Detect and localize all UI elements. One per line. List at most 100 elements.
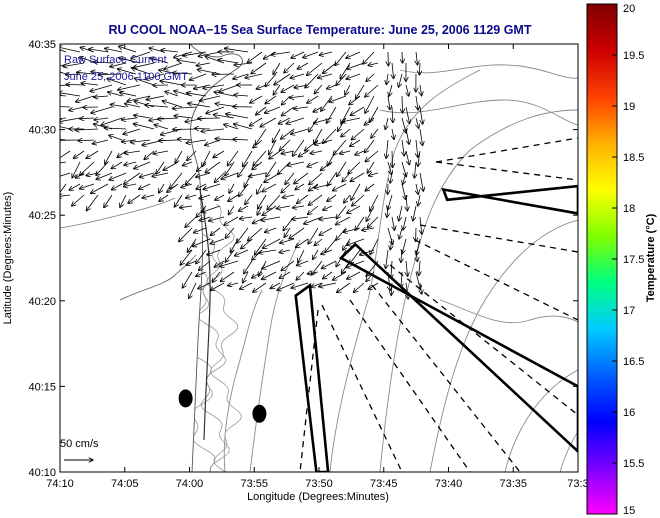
- current-vector: [399, 73, 403, 87]
- current-vector: [365, 150, 379, 162]
- current-vector: [341, 128, 351, 137]
- current-vector: [262, 205, 277, 216]
- colorbar-tick-label: 19.5: [623, 50, 644, 62]
- colorbar-tick-label: 18.5: [623, 152, 644, 164]
- current-vector: [356, 84, 365, 99]
- current-vector: [250, 95, 263, 103]
- current-vector: [307, 95, 319, 103]
- current-vector: [253, 150, 267, 166]
- current-vector: [388, 95, 390, 110]
- current-vector: [110, 104, 127, 107]
- current-vector: [297, 62, 309, 69]
- current-vector: [344, 194, 351, 203]
- current-vector: [105, 150, 113, 164]
- current-vector: [199, 95, 221, 101]
- current-vector: [257, 183, 263, 194]
- current-vector: [359, 249, 375, 255]
- current-vector: [353, 282, 365, 292]
- current-vector: [228, 283, 239, 286]
- current-vector: [386, 73, 388, 85]
- current-vector: [289, 227, 305, 239]
- plot-area: Raw Surface Current June 25, 2006 1100 GM…: [28, 39, 588, 490]
- current-vector: [292, 217, 309, 219]
- current-vector: [337, 161, 347, 177]
- current-vector: [160, 128, 183, 135]
- current-vector: [364, 117, 375, 125]
- current-vector: [319, 282, 337, 287]
- current-vector: [314, 238, 323, 246]
- current-vector: [314, 139, 333, 145]
- current-vector: [60, 117, 67, 119]
- current-vector: [269, 150, 281, 159]
- current-vector: [243, 271, 249, 283]
- current-vector: [321, 260, 337, 269]
- radial-dashed-line: [371, 284, 521, 472]
- current-vector: [221, 172, 239, 179]
- current-vector: [262, 183, 277, 192]
- current-vector: [159, 140, 179, 141]
- radial-dashed-line: [414, 239, 578, 321]
- current-vector: [416, 183, 418, 194]
- current-vector: [224, 216, 239, 225]
- current-vector: [307, 272, 319, 274]
- current-vector: [60, 47, 81, 53]
- current-vector: [131, 68, 151, 75]
- current-vector: [416, 117, 419, 128]
- current-vector: [297, 194, 309, 203]
- current-vector: [281, 260, 295, 271]
- current-vector: [279, 250, 291, 253]
- current-vector: [281, 95, 291, 105]
- current-vector: [259, 249, 277, 253]
- current-vector: [210, 282, 225, 291]
- current-vector: [196, 249, 207, 264]
- current-vector: [277, 282, 295, 290]
- current-vector: [370, 194, 379, 211]
- current-vector: [94, 96, 109, 97]
- current-vector: [416, 249, 417, 262]
- coastline: [119, 254, 197, 301]
- current-vector: [307, 62, 323, 75]
- x-tick-label: 73:40: [435, 478, 463, 490]
- current-vector: [118, 84, 141, 90]
- current-vector: [234, 95, 249, 96]
- current-vector: [279, 271, 291, 278]
- current-vector: [420, 128, 423, 146]
- current-vector: [416, 51, 418, 65]
- current-vector: [79, 183, 95, 189]
- current-vector: [319, 227, 333, 235]
- current-vector: [274, 73, 291, 85]
- current-vector: [198, 260, 211, 271]
- current-vector: [182, 271, 193, 288]
- shipping-lane-ambrose-east-north: [441, 184, 578, 215]
- current-vector: [307, 161, 319, 167]
- current-vector: [365, 183, 375, 191]
- current-vector: [118, 46, 137, 53]
- current-vector: [420, 84, 422, 96]
- current-vector: [179, 227, 193, 242]
- current-vector: [75, 129, 99, 130]
- current-vector: [347, 205, 361, 213]
- current-vector: [386, 249, 388, 269]
- current-vector: [335, 216, 351, 225]
- current-vector: [335, 51, 347, 66]
- current-vector: [78, 140, 95, 141]
- current-vector: [99, 74, 123, 75]
- current-vector: [280, 238, 295, 243]
- current-vector: [255, 128, 267, 145]
- current-vector: [238, 161, 249, 177]
- current-vector: [264, 106, 281, 113]
- depth-contour: [329, 69, 481, 472]
- current-vector: [130, 140, 151, 142]
- current-vector: [281, 151, 295, 154]
- current-vector: [265, 73, 277, 87]
- depth-contour: [249, 239, 301, 472]
- depth-contour: [429, 219, 578, 472]
- current-vector: [281, 183, 291, 193]
- current-vector: [352, 194, 365, 206]
- current-vector: [392, 128, 394, 140]
- current-vector: [110, 62, 127, 67]
- current-vector: [296, 271, 305, 280]
- current-vector: [416, 95, 418, 110]
- current-vector: [278, 117, 291, 124]
